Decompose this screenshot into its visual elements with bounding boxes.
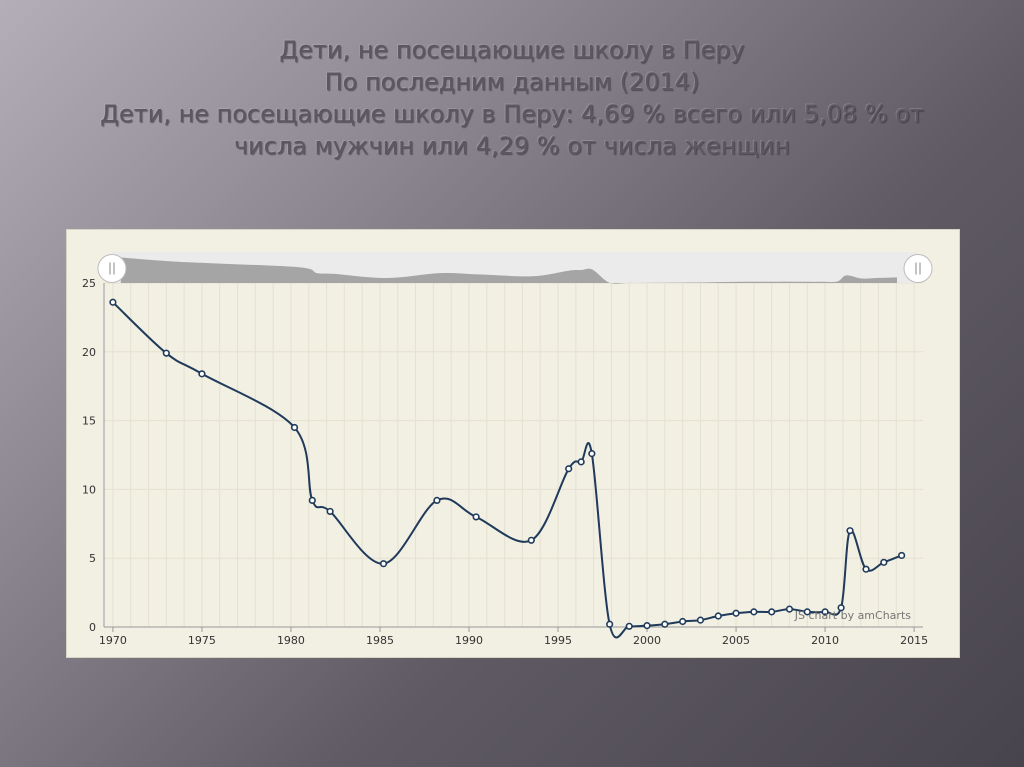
data-point	[785, 605, 794, 613]
data-point	[606, 620, 614, 628]
data-point	[714, 612, 722, 620]
title-line-3: Дети, не посещающие школу в Перу: 4,69 %…	[100, 100, 924, 128]
data-point	[577, 458, 585, 466]
data-point	[326, 507, 334, 516]
data-point	[162, 349, 170, 357]
chart-credit: JS chart by amCharts	[794, 609, 911, 622]
title-line-2: По последним данным (2014)	[324, 68, 700, 96]
data-point	[588, 450, 596, 458]
data-point	[625, 622, 633, 630]
y-tick-label: 0	[89, 621, 96, 634]
slide-title: Дети, не посещающие школу в Перу По посл…	[40, 34, 984, 162]
x-tick-label: 2005	[722, 634, 750, 647]
data-point	[846, 527, 854, 535]
data-point	[880, 558, 888, 566]
navigator-area	[120, 257, 898, 284]
x-tick-label: 1975	[188, 634, 216, 647]
data-point	[527, 536, 535, 544]
data-point	[379, 560, 388, 568]
x-tick-label: 2015	[900, 634, 928, 647]
plot-area	[104, 283, 923, 627]
data-point	[732, 609, 740, 617]
data-point	[821, 608, 829, 616]
chart-panel: 0 5 10 15 20 25 1970 1975 1980 1985 1990 1995 2000 20…	[66, 229, 960, 658]
data-point	[109, 298, 117, 306]
y-tick-label: 15	[82, 415, 96, 428]
data-point	[290, 423, 299, 432]
y-tick-label: 10	[82, 483, 96, 496]
title-line-1: Дети, не посещающие школу в Перу	[279, 36, 745, 64]
data-point	[565, 465, 573, 473]
x-tick-label: 1970	[99, 634, 127, 647]
x-tick-label: 2010	[811, 634, 839, 647]
data-point	[837, 604, 845, 612]
x-tick-label: 2000	[633, 634, 661, 647]
y-tick-label: 20	[82, 346, 96, 359]
data-point	[198, 370, 206, 378]
data-point	[750, 608, 758, 616]
title-line-4: числа мужчин или 4,29 % от числа женщин	[233, 132, 791, 160]
data-point	[768, 608, 776, 616]
data-point	[308, 496, 316, 505]
data-point	[661, 620, 669, 628]
x-tick-label: 1980	[277, 634, 305, 647]
y-tick-label: 25	[82, 277, 96, 290]
data-point	[472, 513, 480, 521]
navigator-left-handle[interactable]	[97, 254, 127, 283]
data-point	[803, 608, 811, 616]
y-tick-label: 5	[89, 552, 96, 565]
line-chart: 0 5 10 15 20 25 1970 1975 1980 1985 1990 1995 2000 20…	[82, 252, 933, 647]
x-tick-label: 1985	[366, 634, 394, 647]
data-point	[643, 622, 651, 630]
navigator-right-handle[interactable]	[903, 254, 933, 283]
x-tick-label: 1995	[544, 634, 572, 647]
data-point	[679, 617, 687, 626]
data-point	[898, 551, 906, 560]
data-point	[696, 616, 705, 624]
x-tick-label: 1990	[455, 634, 483, 647]
data-point	[862, 565, 870, 573]
data-point	[433, 496, 441, 505]
